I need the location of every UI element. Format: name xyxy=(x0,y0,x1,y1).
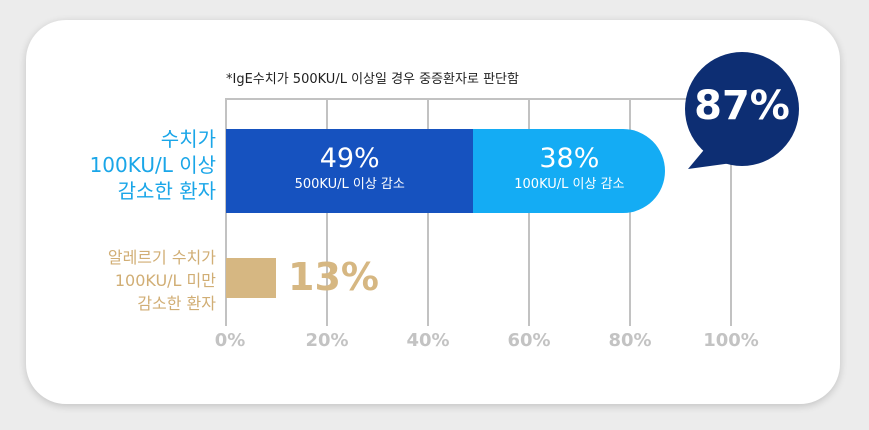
grid-top-line xyxy=(226,98,731,100)
gridline xyxy=(730,98,732,326)
row-label-below-group: 알레르기 수치가 100KU/L 미만 감소한 환자 xyxy=(108,246,216,315)
row-label-line: 감소한 환자 xyxy=(137,294,216,313)
row-label-line: 100KU/L 이상 xyxy=(89,153,216,177)
bar-segment-500ku: 49% 500KU/L 이상 감소 xyxy=(226,129,474,213)
bar-sub-label: 500KU/L 이상 감소 xyxy=(294,177,405,192)
x-tick-label: 100% xyxy=(703,330,759,351)
x-tick-label: 60% xyxy=(507,330,551,351)
bar-below-100ku xyxy=(226,258,276,298)
row-label-increase-group: 수치가 100KU/L 이상 감소한 환자 xyxy=(90,126,216,204)
callout-bubble xyxy=(685,52,799,169)
row-label-line: 100KU/L 미만 xyxy=(114,271,216,290)
x-tick-label: 20% xyxy=(305,330,349,351)
bar-value-label-13: 13% xyxy=(288,255,379,299)
bar-sub-label: 100KU/L 이상 감소 xyxy=(514,177,625,192)
x-tick-label: 40% xyxy=(406,330,450,351)
bar-value-label: 49% xyxy=(319,143,380,174)
row-label-line: 수치가 xyxy=(160,127,216,151)
bar-value-label: 38% xyxy=(539,143,600,174)
row-label-line: 감소한 환자 xyxy=(117,179,216,203)
x-tick-label: 80% xyxy=(608,330,652,351)
chart-note: *IgE수치가 500KU/L 이상일 경우 중증환자로 판단함 xyxy=(226,72,519,87)
callout-value: 87% xyxy=(694,83,790,129)
x-tick-label: 0% xyxy=(214,330,246,351)
row-label-line: 알레르기 수치가 xyxy=(107,248,216,267)
bar-segment-100ku: 38% 100KU/L 이상 감소 xyxy=(473,129,666,213)
